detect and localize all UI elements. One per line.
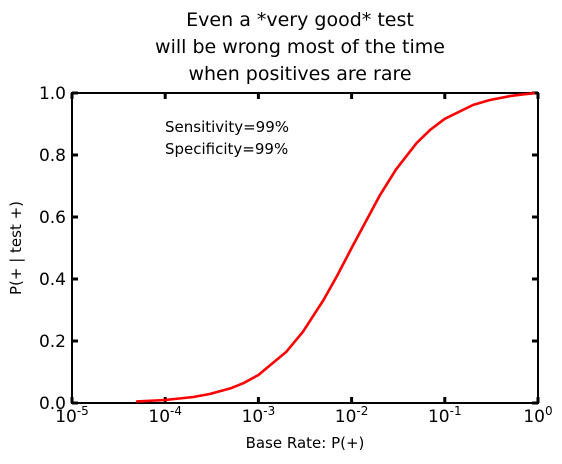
x-tick-label: 10-2 — [335, 404, 369, 427]
y-tick-label: 1.0 — [39, 84, 66, 104]
y-axis-label: P(+ | test +) — [7, 201, 25, 295]
x-axis-ticks: 10-5 10-4 10-3 10-2 10-1 100 — [55, 93, 553, 427]
chart-title-line-2: will be wrong most of the time — [155, 36, 445, 58]
y-tick-label: 0.6 — [39, 208, 66, 228]
y-tick-label: 0.2 — [39, 332, 66, 352]
plot-frame — [71, 92, 539, 404]
x-axis-label: Base Rate: P(+) — [246, 434, 365, 452]
x-tick-label: 10-3 — [242, 404, 276, 427]
x-tick-label: 10-4 — [148, 404, 182, 427]
x-tick-label: 10-5 — [55, 404, 89, 427]
chart-title: Even a *very good* test will be wrong mo… — [155, 9, 445, 85]
x-tick-label: 10-1 — [428, 404, 462, 427]
y-tick-label: 0.8 — [39, 146, 66, 166]
y-axis-ticks: 0.0 0.2 0.4 0.6 0.8 1.0 — [39, 84, 538, 414]
y-tick-label: 0.0 — [39, 394, 66, 414]
annotation-sensitivity: Sensitivity=99% — [165, 118, 289, 136]
x-tick-label: 100 — [523, 404, 552, 427]
series-line — [135, 92, 535, 403]
chart-title-line-3: when positives are rare — [188, 63, 411, 85]
chart-title-line-1: Even a *very good* test — [186, 9, 414, 31]
annotation-specificity: Specificity=99% — [165, 140, 288, 158]
y-tick-label: 0.4 — [39, 270, 66, 290]
